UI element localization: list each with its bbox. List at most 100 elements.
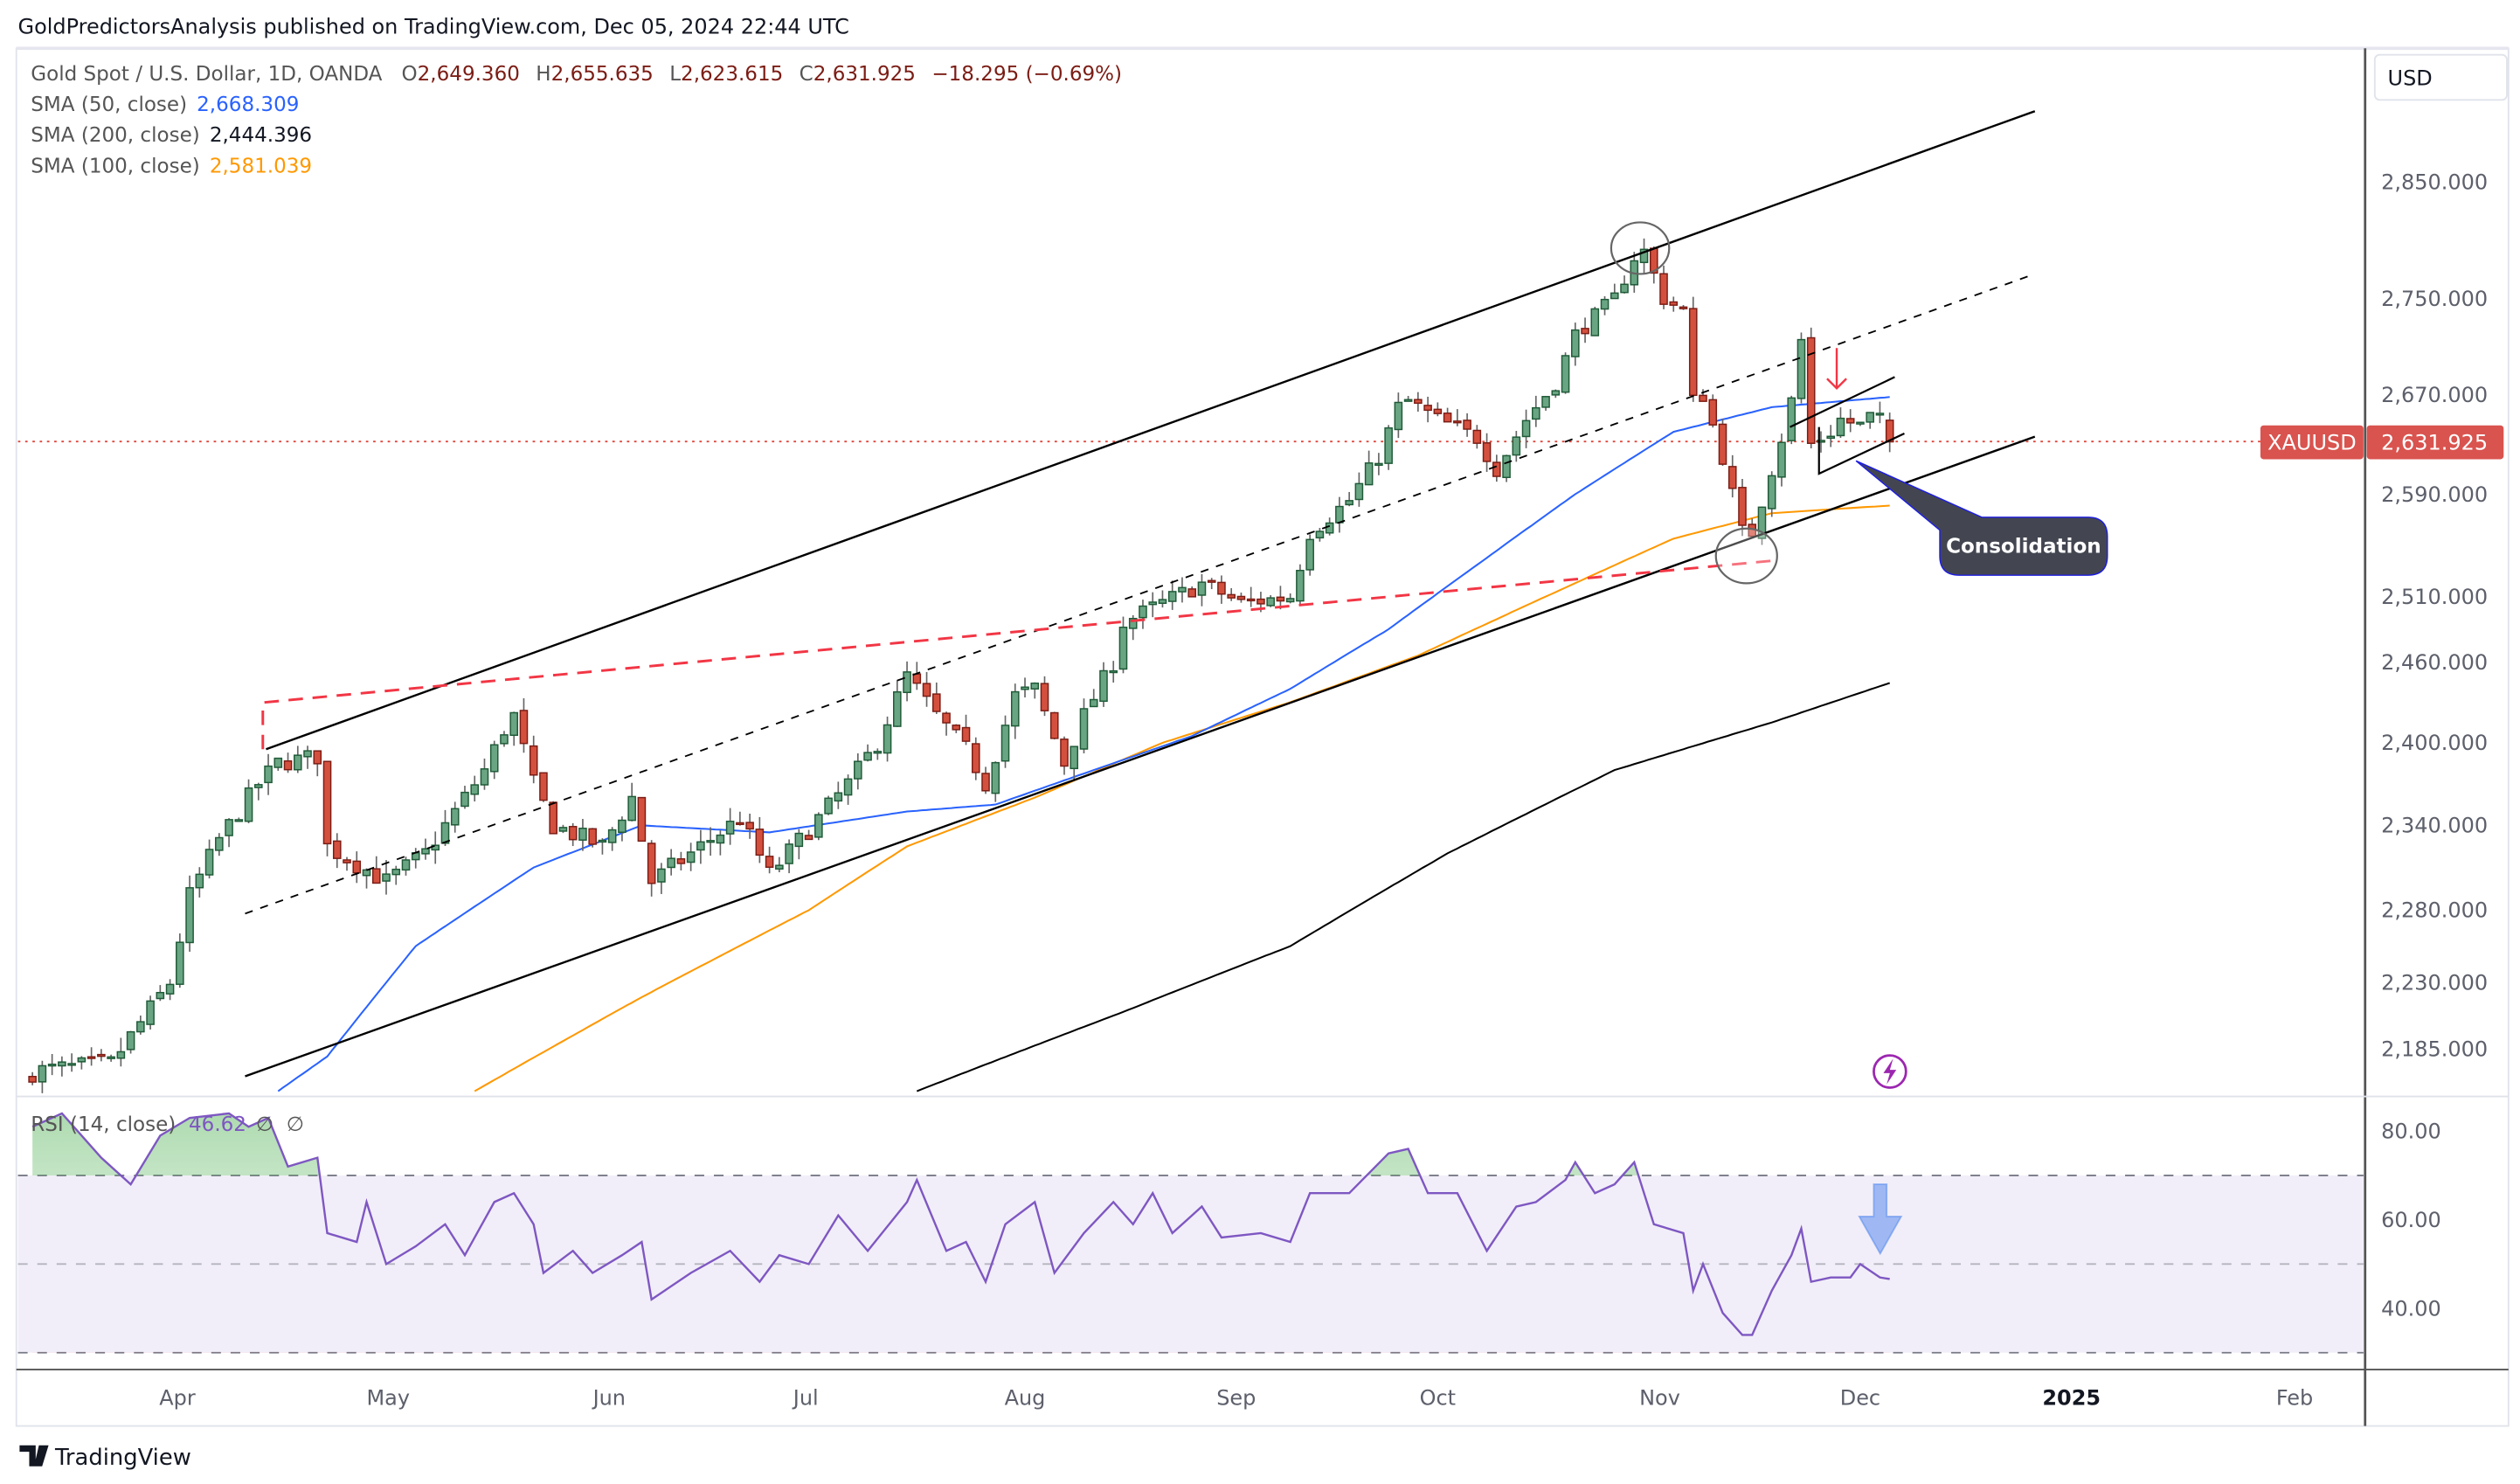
candle-body-up xyxy=(58,1061,66,1067)
candle-body-up xyxy=(578,828,587,841)
brand-name: TradingView xyxy=(54,1445,191,1471)
consolidation-callout[interactable]: Consolidation xyxy=(1855,460,2108,576)
candle-body-up xyxy=(794,832,804,848)
candle-body-up xyxy=(1000,725,1010,762)
candle xyxy=(1787,395,1797,445)
candle-body-up xyxy=(1010,690,1020,727)
consolidation-lower-line[interactable] xyxy=(1817,426,1905,475)
candle-body-down xyxy=(647,843,656,884)
bottom-circle-marker[interactable] xyxy=(1714,527,1778,585)
candle-body-up xyxy=(785,843,793,864)
rsi-label[interactable]: RSI (14, close) xyxy=(31,1113,176,1136)
candle xyxy=(1541,396,1550,411)
candle xyxy=(1699,389,1707,402)
candle-body-down xyxy=(1246,598,1256,602)
candle-body-down xyxy=(1699,394,1707,402)
candle-body-up xyxy=(903,671,911,694)
candle xyxy=(1354,472,1364,507)
candle-body-up xyxy=(382,873,391,882)
svg-text:RSI (14, close)46.62∅∅: RSI (14, close) 46.62 ∅ ∅ xyxy=(31,1113,304,1136)
candle-body-up xyxy=(1590,308,1600,336)
upper-channel-line[interactable] xyxy=(266,110,2036,751)
price-tick-label: 2,590.000 xyxy=(2381,482,2488,507)
candle-body-up xyxy=(293,754,302,771)
candle-body-down xyxy=(1257,598,1265,605)
close-value: 2,631.925 xyxy=(813,63,916,86)
time-tick-label: May xyxy=(366,1386,410,1411)
sma200-line xyxy=(916,682,1890,1092)
candle xyxy=(1345,491,1353,507)
candle xyxy=(450,801,460,833)
candle-body-up xyxy=(185,887,194,944)
candle xyxy=(932,682,941,714)
candle-body-up xyxy=(1856,421,1865,425)
lightning-icon[interactable] xyxy=(1873,1054,1907,1089)
candle xyxy=(58,1056,66,1077)
rsi-value: 46.62 xyxy=(189,1113,246,1136)
candle xyxy=(1118,616,1128,674)
price-axis[interactable]: 2,850.000 2,750.000 2,670.000 2,590.000 2,51… xyxy=(2381,170,2488,1062)
tradingview-logo[interactable]: TradingView xyxy=(19,1445,191,1471)
down-arrow-icon[interactable] xyxy=(1826,348,1847,391)
candle xyxy=(1266,594,1275,607)
candle xyxy=(1571,322,1580,366)
candle xyxy=(1403,396,1413,402)
candle-body-down xyxy=(804,835,813,841)
candle xyxy=(637,796,647,843)
candle xyxy=(1139,600,1147,629)
rsi-down-arrow-icon[interactable] xyxy=(1858,1183,1903,1256)
candle xyxy=(1433,402,1443,417)
top-circle-marker[interactable] xyxy=(1610,221,1671,275)
candle xyxy=(1246,586,1256,607)
candle-body-up xyxy=(1374,462,1383,466)
sma50-label[interactable]: SMA (50, close) xyxy=(31,94,187,116)
sma100-label[interactable]: SMA (100, close) xyxy=(31,155,199,177)
low-value: 2,623.615 xyxy=(681,63,783,86)
currency-button[interactable]: USD xyxy=(2373,53,2508,101)
mid-channel-dashed-line[interactable] xyxy=(245,273,2036,915)
time-axis[interactable]: Apr May Jun Jul Aug Sep Oct Nov Dec 2025 Feb xyxy=(159,1386,2313,1411)
candle xyxy=(146,995,155,1030)
candle xyxy=(1875,401,1885,424)
consolidation-upper-line[interactable] xyxy=(1790,376,1895,428)
candle xyxy=(165,979,175,1001)
candle xyxy=(1532,395,1540,427)
candle xyxy=(1600,295,1610,316)
candle-body-up xyxy=(1561,355,1570,393)
time-tick-label: Aug xyxy=(1005,1386,1046,1411)
candle-body-down xyxy=(922,683,931,697)
candle-body-up xyxy=(1394,401,1403,431)
candle xyxy=(1620,275,1629,294)
candle xyxy=(814,812,823,841)
candle xyxy=(1394,392,1403,439)
tradingview-logo-icon xyxy=(19,1445,49,1467)
candle-body-up xyxy=(67,1063,76,1066)
candle xyxy=(1502,454,1511,482)
candle xyxy=(588,828,597,848)
candle xyxy=(686,843,696,871)
lower-channel-line[interactable] xyxy=(245,435,2036,1078)
sma200-label[interactable]: SMA (200, close) xyxy=(31,124,199,147)
candle xyxy=(529,735,538,784)
candle-body-down xyxy=(588,828,597,845)
candle-body-up xyxy=(225,819,233,836)
candle-body-down xyxy=(371,868,381,884)
symbol-title[interactable]: Gold Spot / U.S. Dollar, 1D, OANDA xyxy=(31,63,382,86)
candle-body-down xyxy=(352,860,362,874)
candle-body-down xyxy=(676,858,686,864)
candle-body-up xyxy=(362,869,371,877)
candle xyxy=(1708,394,1718,428)
candle-body-up xyxy=(863,752,872,761)
candle xyxy=(1128,614,1138,641)
candle-body-up xyxy=(1167,591,1177,602)
rsi-axis[interactable]: 80.00 60.00 40.00 xyxy=(2381,1120,2441,1321)
candle-body-down xyxy=(637,796,647,843)
candle xyxy=(116,1037,126,1067)
candle xyxy=(254,782,263,801)
candle xyxy=(834,781,843,809)
candle-body-down xyxy=(313,750,322,765)
candle-body-up xyxy=(509,711,519,737)
rsi-na-2: ∅ xyxy=(287,1113,304,1136)
candle xyxy=(1679,304,1688,310)
